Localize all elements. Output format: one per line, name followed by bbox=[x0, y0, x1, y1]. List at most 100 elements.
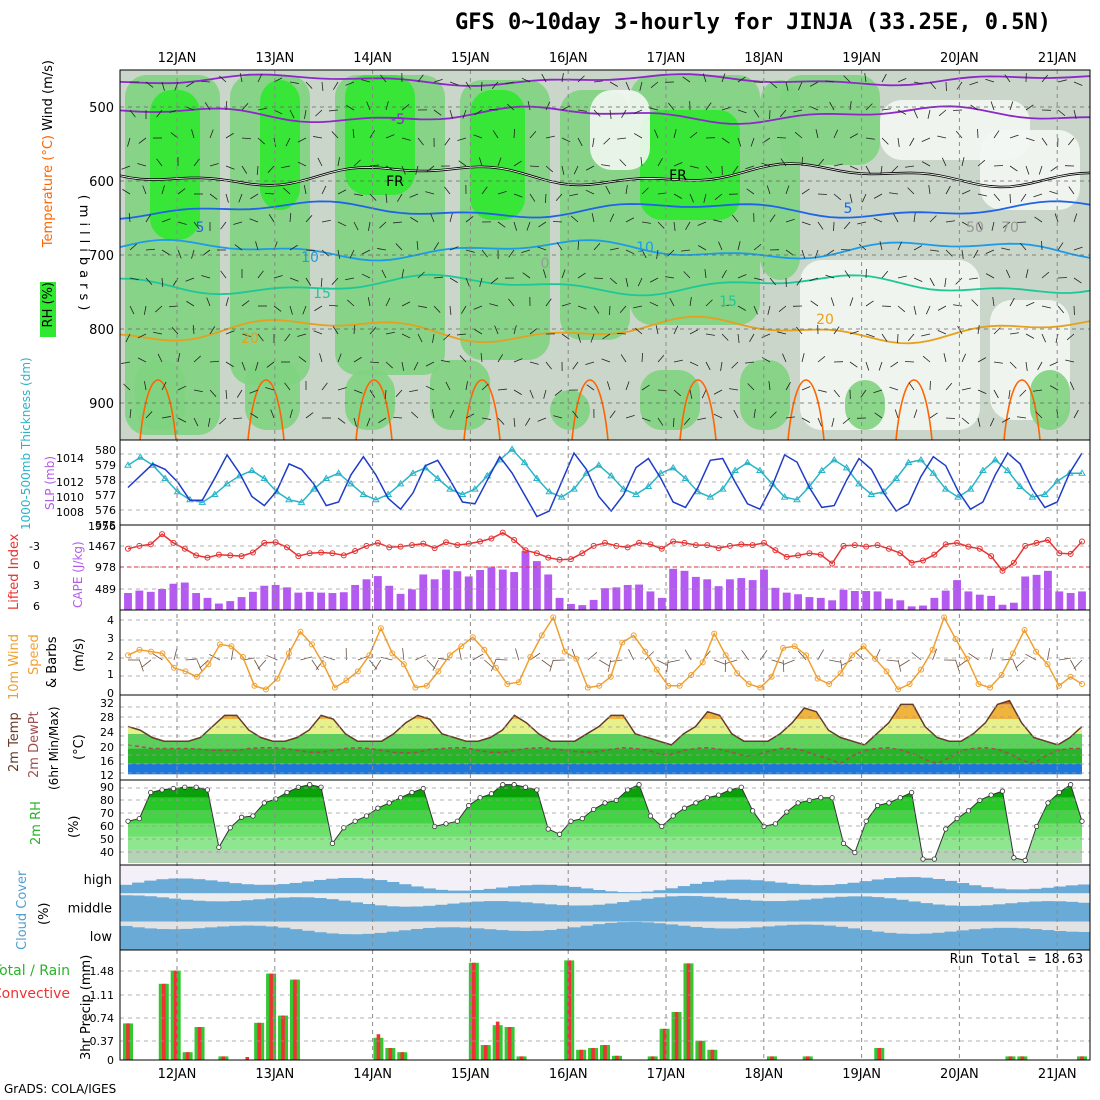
wind-barb bbox=[881, 108, 891, 111]
wind-barb bbox=[969, 277, 979, 280]
wind-barb bbox=[209, 389, 217, 397]
wind-barb bbox=[497, 157, 502, 167]
lifted-index-line bbox=[127, 531, 1083, 572]
wind-barb bbox=[801, 386, 811, 391]
wind-barb bbox=[592, 137, 595, 147]
wind10m-barb bbox=[932, 648, 938, 661]
wind-barb bbox=[625, 81, 630, 91]
wind-barb bbox=[650, 81, 659, 88]
thickness-point bbox=[793, 495, 801, 503]
cape-bar bbox=[555, 597, 564, 610]
wind-barb bbox=[737, 274, 747, 279]
cloud-bar bbox=[229, 900, 242, 922]
wind-barb bbox=[672, 417, 675, 428]
wind-barb bbox=[225, 132, 234, 139]
rh-point bbox=[1068, 782, 1074, 788]
wind-barb bbox=[225, 389, 228, 400]
wind-barb bbox=[337, 387, 347, 391]
wind10m-tick: 0 bbox=[107, 687, 114, 700]
wind-barb bbox=[385, 193, 388, 203]
rh-patch bbox=[260, 80, 300, 210]
wind-barb bbox=[273, 275, 283, 279]
wind-barb bbox=[209, 163, 219, 167]
wind-barb bbox=[849, 101, 852, 111]
wind-barb bbox=[317, 157, 323, 167]
wind-barb bbox=[704, 269, 707, 279]
wind-barb bbox=[153, 331, 163, 335]
wind-barb bbox=[544, 193, 547, 204]
temperature-contour-25 bbox=[787, 379, 825, 441]
wind-barb bbox=[401, 104, 410, 111]
wind-barb bbox=[833, 163, 843, 167]
rh-point bbox=[636, 782, 642, 788]
wind-barb bbox=[255, 361, 259, 371]
lifted-index-point bbox=[1033, 539, 1040, 546]
rh-point bbox=[681, 805, 688, 811]
wind-barb bbox=[415, 165, 419, 175]
wind-barb bbox=[555, 193, 563, 202]
wind-barb bbox=[425, 385, 435, 391]
cloud-bar bbox=[665, 888, 679, 894]
cloud-bar bbox=[471, 928, 485, 950]
wind-barb bbox=[337, 417, 346, 424]
wind-barb bbox=[121, 361, 131, 364]
wind-barb bbox=[864, 73, 867, 83]
wind-barb bbox=[1057, 305, 1065, 314]
pressure-tick: 700 bbox=[89, 249, 114, 264]
cloud-bar bbox=[762, 881, 776, 894]
date-label-top: 13JAN bbox=[255, 51, 294, 66]
wind-barb bbox=[641, 221, 651, 224]
wind-barb bbox=[257, 107, 267, 111]
cloud-bar bbox=[156, 929, 169, 950]
precip-conv-bar bbox=[173, 970, 178, 1060]
cloud-bar bbox=[544, 904, 557, 922]
wind10m-point bbox=[803, 652, 810, 659]
wind-barb bbox=[161, 277, 164, 288]
profile-wind-title: Wind (m/s) bbox=[41, 60, 56, 131]
wind-barb bbox=[289, 244, 298, 251]
wind-barb bbox=[753, 244, 762, 251]
lifted-index-point bbox=[533, 550, 540, 557]
cloud-bar bbox=[229, 883, 242, 894]
temp2m-tick: 32 bbox=[100, 697, 114, 710]
wind-barb bbox=[425, 361, 435, 367]
rh-point bbox=[1079, 818, 1085, 824]
wind-barb bbox=[702, 73, 707, 83]
wind10m-barb bbox=[989, 648, 994, 661]
wind-barb bbox=[492, 130, 499, 139]
temperature-contour-25 bbox=[895, 379, 933, 441]
wind10m-barb bbox=[1015, 659, 1025, 669]
wind-barb bbox=[449, 246, 459, 251]
wind-barb bbox=[257, 73, 263, 83]
wind10m-point bbox=[665, 682, 672, 689]
wind10m-point bbox=[343, 677, 350, 684]
wind10m-point bbox=[251, 682, 258, 689]
cloud-bar bbox=[653, 890, 667, 894]
cloud-bar bbox=[483, 929, 497, 950]
lifted-index-point bbox=[658, 545, 665, 552]
wind-barb bbox=[609, 109, 612, 119]
wind-barb bbox=[193, 158, 200, 167]
wind-barb bbox=[993, 361, 1003, 364]
cloud-level-label: middle bbox=[68, 902, 112, 917]
wind-barb bbox=[697, 417, 707, 421]
wind10m-point bbox=[423, 682, 430, 689]
cloud-bar bbox=[350, 902, 363, 922]
cloud-bar bbox=[956, 905, 970, 922]
cape-bar bbox=[532, 561, 541, 610]
wind-barb bbox=[461, 305, 467, 314]
wind-barb bbox=[337, 353, 342, 363]
wind10m-point bbox=[722, 652, 729, 659]
cloud-bar bbox=[374, 932, 388, 950]
wind-barb bbox=[265, 387, 275, 391]
precip-conv-bar bbox=[805, 1056, 810, 1060]
wind-barb bbox=[506, 103, 515, 111]
wind-barb bbox=[298, 356, 307, 363]
wind-barb bbox=[553, 415, 563, 419]
wind-barb bbox=[657, 221, 665, 229]
wind-barb bbox=[465, 381, 468, 391]
slp-tick: 1010 bbox=[56, 491, 84, 504]
cloud-bar bbox=[908, 901, 921, 922]
wind-barb bbox=[1025, 361, 1028, 371]
wind-barb bbox=[473, 134, 483, 139]
